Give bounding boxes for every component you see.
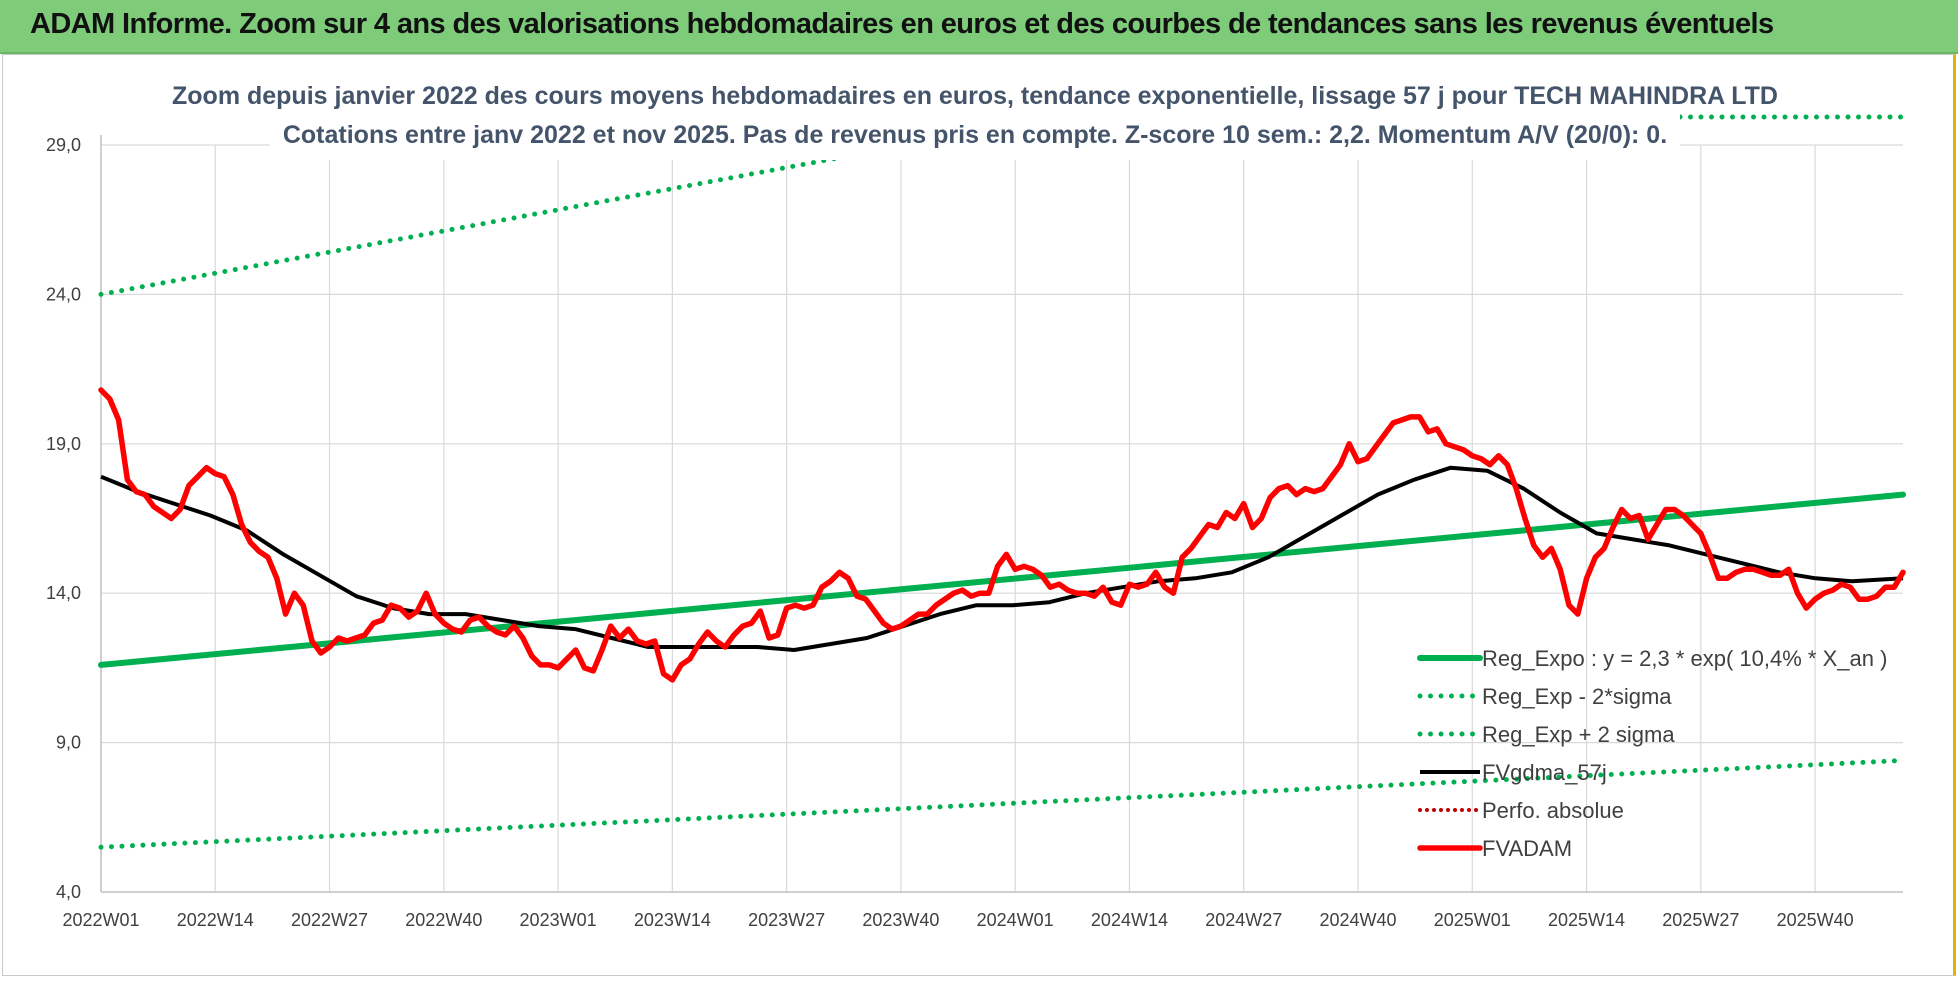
x-tick-label: 2022W40 <box>405 910 482 930</box>
x-tick-label: 2022W01 <box>62 910 139 930</box>
y-tick-label: 19,0 <box>46 434 81 454</box>
x-tick-label: 2025W40 <box>1777 910 1854 930</box>
chart-ticks: 4,0 9,0 14,0 19,0 24,0 29,0 2022W01 2022W14 2022… <box>46 135 1854 930</box>
x-tick-label: 2023W01 <box>520 910 597 930</box>
x-tick-label: 2025W01 <box>1434 910 1511 930</box>
y-tick-label: 24,0 <box>46 284 81 304</box>
chart-subtitle-line1: Zoom depuis janvier 2022 des cours moyen… <box>172 82 1778 110</box>
subtitle-background <box>270 84 1680 160</box>
series-reg-expo-y-2-3-exp-10-4-x-an <box>98 491 1906 668</box>
y-tick-label: 4,0 <box>56 882 81 902</box>
chart-series <box>98 114 1906 850</box>
y-tick-label: 14,0 <box>46 583 81 603</box>
legend-label: Reg_Expo : y = 2,3 * exp( 10,4% * X_an ) <box>1482 646 1887 671</box>
legend-label: Perfo. absolue <box>1482 798 1624 823</box>
series-fvadam <box>98 387 1906 683</box>
report-banner: ADAM Informe. Zoom sur 4 ans des valoris… <box>0 0 1958 54</box>
legend-label: Reg_Exp + 2 sigma <box>1482 722 1675 747</box>
report-title: ADAM Informe. Zoom sur 4 ans des valoris… <box>30 8 1774 40</box>
y-tick-label: 29,0 <box>46 135 81 155</box>
legend-label: Reg_Exp - 2*sigma <box>1482 684 1672 709</box>
x-tick-label: 2025W14 <box>1548 910 1625 930</box>
x-tick-label: 2024W01 <box>977 910 1054 930</box>
chart-legend: Reg_Expo : y = 2,3 * exp( 10,4% * X_an )… <box>1417 646 1887 861</box>
series-reg-exp-2-sigma <box>98 758 1906 850</box>
x-tick-label: 2023W27 <box>748 910 825 930</box>
x-tick-label: 2024W14 <box>1091 910 1168 930</box>
y-tick-label: 9,0 <box>56 733 81 753</box>
x-tick-label: 2024W40 <box>1319 910 1396 930</box>
x-tick-label: 2022W14 <box>177 910 254 930</box>
chart-grid <box>100 135 1903 893</box>
legend-label: FVgdma_57j <box>1482 760 1607 785</box>
x-tick-label: 2025W27 <box>1662 910 1739 930</box>
x-tick-label: 2022W27 <box>291 910 368 930</box>
chart-frame <box>2 54 1956 976</box>
x-tick-label: 2024W27 <box>1205 910 1282 930</box>
series-reg-exp-2-sigma <box>98 145 895 297</box>
legend-label: FVADAM <box>1482 836 1572 861</box>
x-tick-label: 2023W40 <box>862 910 939 930</box>
chart-subtitle-line2: Cotations entre janv 2022 et nov 2025. P… <box>283 121 1667 149</box>
x-tick-label: 2023W14 <box>634 910 711 930</box>
